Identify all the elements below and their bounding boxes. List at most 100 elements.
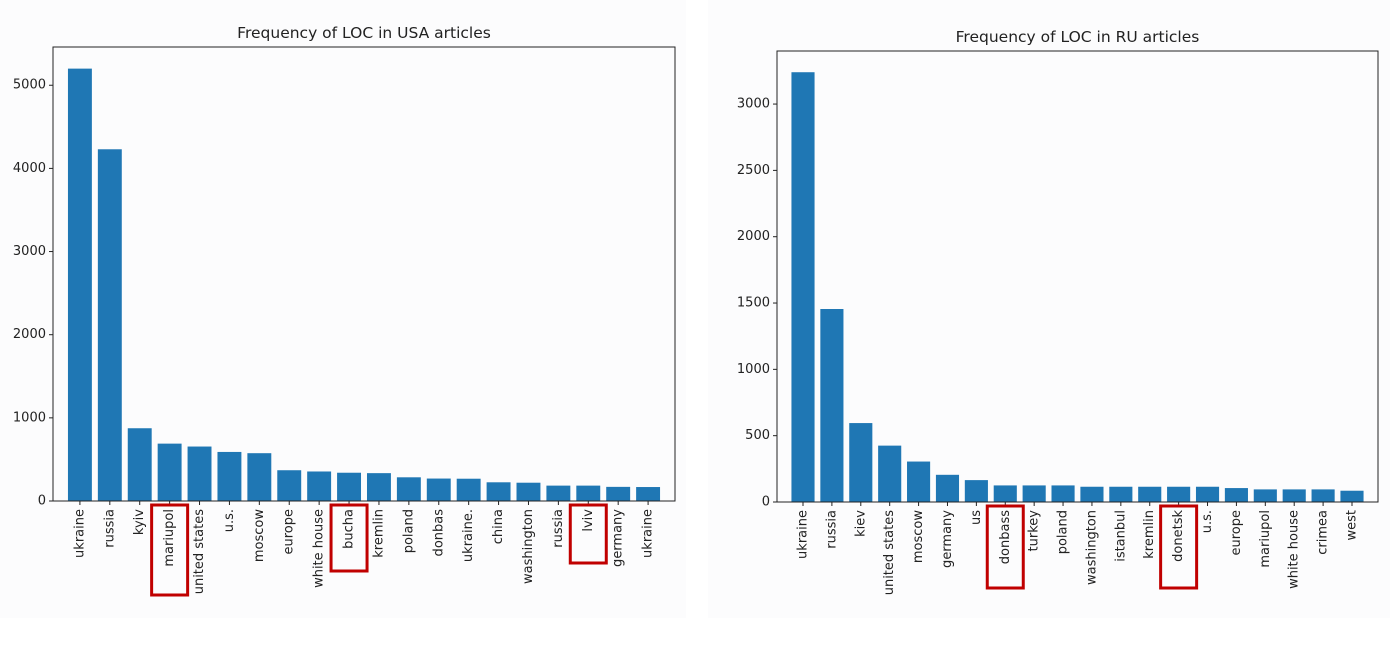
x-tick-label: u.s.: [222, 509, 237, 532]
bar-russia: [546, 485, 571, 501]
bar-kremlin: [1138, 486, 1162, 502]
bar-west: [1340, 490, 1364, 502]
y-tick-label: 5000: [13, 78, 46, 93]
x-tick-label: ukraine: [796, 510, 811, 559]
ru-chart: Frequency of LOC in RU articles ukraine ru…: [737, 28, 1379, 596]
highlight-box-bucha: [329, 503, 369, 573]
bar-donbas: [426, 478, 451, 501]
highlight-box-lviv: [568, 503, 608, 565]
highlight-box-donetsk: [1159, 504, 1199, 590]
x-tick-label: donbass: [998, 510, 1013, 564]
bar-europe: [277, 470, 302, 501]
x-tick-label: germany: [940, 510, 955, 568]
x-tick-label: poland: [401, 509, 416, 553]
y-tick-label: 2000: [737, 229, 770, 244]
y-tick-label: 1000: [13, 410, 46, 425]
x-tick-label: turkey: [1027, 510, 1042, 552]
x-tick-label: crimea: [1316, 510, 1331, 555]
x-tick-label: europe: [1229, 510, 1244, 556]
y-tick-label: 4000: [13, 161, 46, 176]
bar-kyiv: [127, 428, 152, 501]
y-tick-label: 3000: [737, 97, 770, 112]
x-tick-label: west: [1344, 510, 1359, 541]
x-tick-label: ukraine: [641, 509, 656, 558]
x-tick-label: u.s.: [1200, 510, 1215, 533]
x-tick-label: white house: [1287, 510, 1302, 589]
bar-moscow: [247, 453, 272, 501]
chart-title: Frequency of LOC in USA articles: [237, 24, 491, 42]
x-tick-label: united states: [192, 509, 207, 595]
x-tick-label: ukraine: [72, 509, 87, 558]
bar-kremlin: [366, 473, 391, 501]
x-tick-label: ukraine.: [461, 509, 476, 562]
plot-frame: [776, 50, 1379, 503]
x-tick-label: bucha: [342, 509, 357, 549]
usa-chart: Frequency of LOC in USA articles ukraine r…: [13, 24, 676, 597]
bar-donbass: [993, 485, 1017, 502]
y-tick-label: 1500: [737, 296, 770, 311]
x-tick-label: europe: [282, 509, 297, 555]
bar-russia: [820, 308, 844, 502]
x-tick-label: kremlin: [1142, 510, 1157, 559]
x-tick-label: donbas: [431, 509, 446, 557]
usa-chart-panel: Frequency of LOC in USA articles ukraine r…: [0, 0, 686, 618]
y-tick-label: 0: [38, 494, 46, 509]
bar-mariupol: [157, 443, 182, 501]
x-tick-label: moscow: [252, 509, 267, 562]
x-tick-label: china: [491, 509, 506, 544]
bar-white-house: [307, 471, 332, 501]
bar-donetsk: [1167, 486, 1191, 502]
bar-us: [964, 480, 988, 502]
bar-u-s: [217, 451, 242, 501]
x-tick-label: russia: [824, 510, 839, 549]
y-tick-label: 3000: [13, 244, 46, 259]
bar-europe: [1224, 488, 1248, 502]
y-tick-label: 500: [745, 428, 770, 443]
x-tick-label: mariupol: [1258, 510, 1273, 568]
bar-united-states: [187, 446, 212, 501]
plot-frame: [52, 46, 676, 502]
bar-russia: [97, 149, 122, 501]
bar-germany: [935, 474, 960, 502]
x-tick-label: donetsk: [1171, 510, 1186, 562]
x-tick-label: washington: [1084, 510, 1099, 585]
x-tick-label: istanbul: [1113, 510, 1128, 562]
x-tick-label: kiev: [853, 510, 868, 537]
bar-turkey: [1022, 485, 1046, 502]
x-tick-label: moscow: [911, 510, 926, 563]
y-tick-label: 2000: [13, 327, 46, 342]
bar-washington: [516, 482, 541, 501]
bar-mariupol: [1253, 489, 1277, 502]
bar-germany: [606, 486, 631, 501]
x-tick-label: white house: [312, 509, 327, 588]
bar-ukraine: [456, 478, 481, 501]
highlight-box-donbass: [985, 504, 1025, 590]
bar-crimea: [1311, 489, 1335, 502]
bar-kiev: [849, 423, 873, 502]
bar-china: [486, 482, 511, 501]
bar-poland: [396, 477, 421, 501]
bar-ukraine: [791, 72, 815, 503]
x-tick-label: united states: [882, 510, 897, 596]
x-tick-label: poland: [1056, 510, 1071, 554]
x-tick-label: germany: [611, 509, 626, 567]
y-tick-label: 1000: [737, 362, 770, 377]
y-tick-label: 2500: [737, 163, 770, 178]
x-tick-label: kyiv: [132, 509, 147, 535]
x-tick-label: us: [969, 510, 984, 525]
bar-moscow: [907, 461, 931, 502]
x-tick-label: russia: [551, 509, 566, 548]
bar-ukraine: [67, 68, 92, 501]
bar-u-s: [1195, 486, 1220, 502]
x-tick-label: washington: [521, 509, 536, 584]
chart-title: Frequency of LOC in RU articles: [956, 28, 1200, 46]
bar-washington: [1080, 486, 1104, 502]
highlight-box-mariupol: [150, 503, 190, 597]
bar-ukraine: [636, 487, 661, 501]
bar-united-states: [878, 445, 902, 502]
bar-poland: [1051, 485, 1075, 502]
ru-chart-panel: Frequency of LOC in RU articles ukraine ru…: [708, 0, 1390, 618]
bar-bucha: [337, 472, 362, 501]
x-tick-label: russia: [102, 509, 117, 548]
x-tick-label: lviv: [581, 509, 596, 532]
